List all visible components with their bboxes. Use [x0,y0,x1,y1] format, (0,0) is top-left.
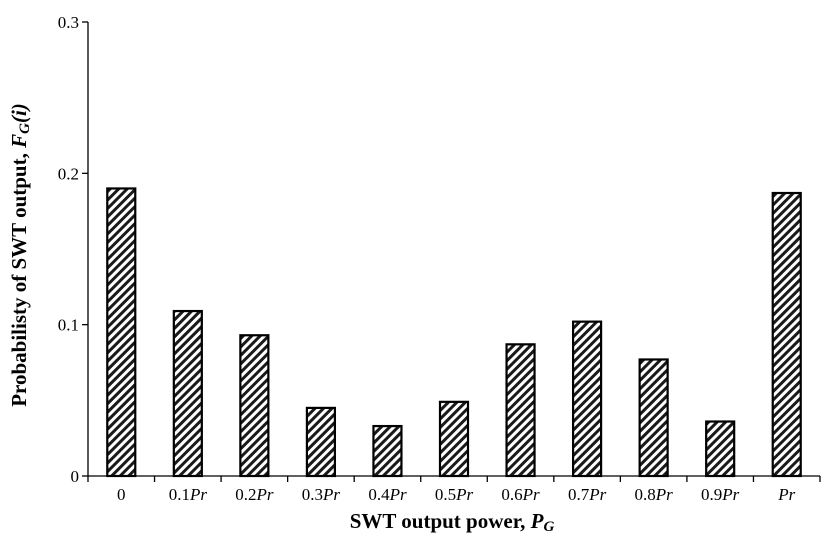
x-tick-label-7-number: 0.7 [568,485,590,504]
bar-8 [638,358,669,478]
x-tick-label-7: 0.7Pr [568,485,607,504]
x-tick-label-9-unit: Pr [721,485,739,504]
x-tick-label-6: 0.6Pr [501,485,540,504]
axes-group [82,21,821,482]
x-tick-label-0-number: 0 [117,485,126,504]
bars-group [106,187,802,478]
x-axis-title-var: P [530,509,544,533]
x-tick-label-2-unit: Pr [255,485,273,504]
x-tick-label-7-unit: Pr [588,485,606,504]
x-tick-label-1-number: 0.1 [169,485,190,504]
y-axis-title-arg: (i) [7,103,31,123]
bar-6 [505,343,536,478]
x-tick-label-4: 0.4Pr [368,485,407,504]
y-axis-title-var: F [7,134,31,149]
bar-4 [372,424,403,478]
bar-7 [571,320,603,478]
x-tick-label-5-number: 0.5 [435,485,456,504]
bar-3 [305,406,337,478]
x-tick-label-9-number: 0.9 [701,485,722,504]
bar-2 [239,334,270,478]
y-axis-title-text: Probabilisty of SWT output, [7,148,31,407]
y-tick-label-2: 0.2 [58,164,79,183]
x-tick-label-2-number: 0.2 [235,485,256,504]
x-tick-label-0: 0 [117,485,126,504]
x-tick-label-3-number: 0.3 [302,485,323,504]
bar-0 [106,187,137,478]
y-tick-label-1: 0.1 [58,316,79,335]
x-tick-label-3: 0.3Pr [302,485,341,504]
bar-9 [705,420,736,478]
y-tick-label-0: 0 [71,467,80,486]
x-tick-label-10-unit: Pr [777,485,795,504]
x-tick-label-8: 0.8Pr [635,485,674,504]
x-tick-label-1-unit: Pr [189,485,207,504]
x-tick-label-6-number: 0.6 [501,485,522,504]
x-tick-label-5-unit: Pr [455,485,473,504]
x-tick-label-1: 0.1Pr [169,485,208,504]
labels-group: 00.10.20.30 0.1Pr 0.2Pr 0.3Pr 0.4Pr 0.5Pr 0.6P… [7,13,796,535]
x-tick-label-3-unit: Pr [322,485,340,504]
x-tick-label-5: 0.5Pr [435,485,474,504]
x-axis-title-text: SWT output power, [350,509,531,533]
x-axis-title-sub: G [543,519,554,535]
y-axis-title: Probabilisty of SWT output, FG(i) [7,103,33,407]
y-tick-label-3: 0.3 [58,13,79,32]
x-tick-label-2: 0.2Pr [235,485,274,504]
x-tick-label-6-unit: Pr [522,485,540,504]
bar-10 [771,191,802,478]
x-tick-label-4-number: 0.4 [368,485,390,504]
x-tick-label-8-number: 0.8 [635,485,656,504]
x-tick-label-10: Pr [777,485,795,504]
bar-5 [438,400,470,478]
x-tick-label-4-unit: Pr [389,485,407,504]
x-tick-label-9: 0.9Pr [701,485,740,504]
y-axis-title-sub: G [17,123,33,134]
x-axis-title: SWT output power, PG [350,509,555,535]
bar-1 [172,309,203,478]
x-tick-label-8-unit: Pr [655,485,673,504]
